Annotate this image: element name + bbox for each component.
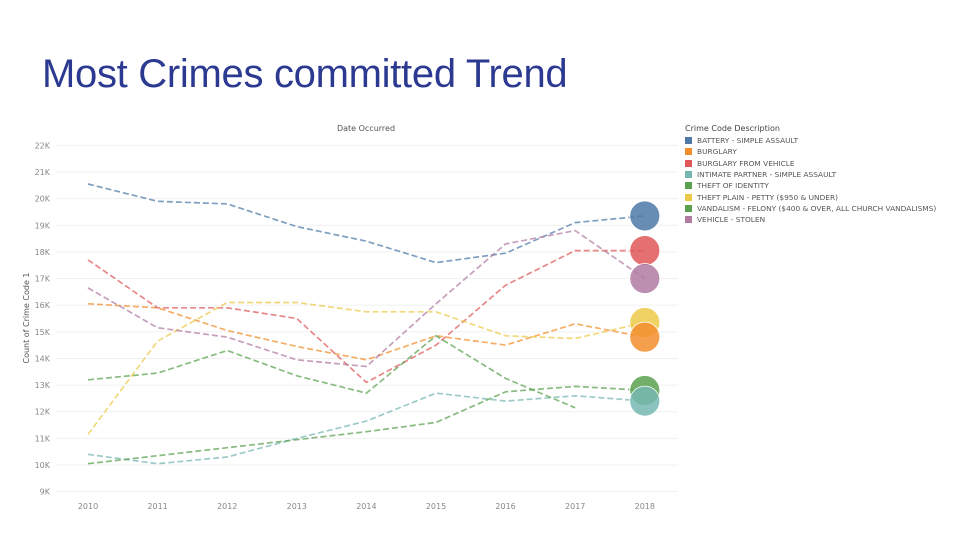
y-tick-label: 17K bbox=[35, 275, 51, 284]
series-line-3[interactable] bbox=[87, 249, 645, 384]
y-tick-label: 21K bbox=[35, 168, 51, 177]
legend-swatch bbox=[685, 182, 692, 190]
x-tick-label: 2012 bbox=[217, 502, 237, 511]
series-line-4[interactable] bbox=[87, 392, 645, 465]
legend-item[interactable]: BURGLARY FROM VEHICLE bbox=[685, 158, 936, 169]
y-tick-label: 15K bbox=[35, 328, 51, 337]
series-line-8[interactable] bbox=[87, 229, 646, 368]
y-tick-label: 16K bbox=[35, 301, 51, 310]
legend-item[interactable]: THEFT PLAIN - PETTY ($950 & UNDER) bbox=[685, 191, 936, 202]
y-tick-label: 11K bbox=[35, 434, 51, 443]
legend-item[interactable]: BATTERY - SIMPLE ASSAULT bbox=[685, 135, 936, 146]
endpoint-marker-7[interactable] bbox=[629, 385, 661, 417]
x-tick-label: 2016 bbox=[495, 502, 515, 511]
slide-title: Most Crimes committed Trend bbox=[42, 52, 568, 96]
endpoint-marker-5[interactable] bbox=[629, 321, 661, 353]
legend-label: INTIMATE PARTNER - SIMPLE ASSAULT bbox=[697, 170, 837, 180]
legend-items: BATTERY - SIMPLE ASSAULT BURGLARY BURGLARY… bbox=[685, 135, 936, 225]
legend-item[interactable]: VEHICLE - STOLEN bbox=[685, 214, 936, 225]
endpoint-marker-3[interactable] bbox=[629, 263, 661, 294]
legend-label: BURGLARY FROM VEHICLE bbox=[697, 158, 795, 168]
series-lines bbox=[87, 183, 646, 465]
legend-label: BURGLARY bbox=[697, 147, 737, 157]
legend-item[interactable]: INTIMATE PARTNER - SIMPLE ASSAULT bbox=[685, 169, 936, 180]
series-line-1[interactable] bbox=[87, 183, 645, 264]
legend-label: VANDALISM - FELONY ($400 & OVER, ALL CHU… bbox=[697, 203, 937, 213]
y-tick-label: 12K bbox=[35, 408, 51, 417]
x-tick-label: 2014 bbox=[356, 502, 376, 511]
y-tick-label: 22K bbox=[35, 141, 51, 150]
endpoint-marker-1[interactable] bbox=[629, 200, 661, 232]
legend-label: VEHICLE - STOLEN bbox=[697, 215, 766, 225]
x-tick-label: 2017 bbox=[565, 502, 585, 511]
y-tick-label: 14K bbox=[35, 354, 51, 363]
series-line-2[interactable] bbox=[87, 302, 645, 361]
x-tick-label: 2013 bbox=[287, 502, 307, 511]
x-tick-label: 2018 bbox=[635, 502, 655, 511]
legend-swatch bbox=[685, 204, 692, 212]
legend-title: Crime Code Description bbox=[685, 124, 780, 133]
y-tick-label: 18K bbox=[35, 248, 51, 257]
legend-swatch bbox=[685, 159, 692, 167]
legend-swatch bbox=[685, 216, 692, 224]
y-tick-label: 20K bbox=[35, 195, 51, 204]
gridlines bbox=[56, 144, 678, 493]
endpoint-markers bbox=[629, 200, 661, 417]
x-tick-label: 2015 bbox=[426, 502, 446, 511]
series-line-6[interactable] bbox=[87, 301, 645, 435]
series-line-5[interactable] bbox=[87, 385, 645, 465]
legend: Crime Code Description BATTERY - SIMPLE … bbox=[685, 124, 936, 225]
legend-swatch bbox=[685, 193, 692, 201]
legend-item[interactable]: THEFT OF IDENTITY bbox=[685, 180, 936, 191]
y-tick-label: 9K bbox=[40, 488, 51, 497]
legend-swatch bbox=[685, 148, 692, 156]
legend-label: THEFT PLAIN - PETTY ($950 & UNDER) bbox=[697, 192, 838, 202]
y-axis-ticks: 22K 21K 20K 19K 18K 17K 16K 15K 14K 13K 12K 11K 10K 9… bbox=[35, 141, 51, 496]
y-tick-label: 10K bbox=[35, 461, 51, 470]
legend-label: THEFT OF IDENTITY bbox=[697, 181, 769, 191]
chart-title: Date Occurred bbox=[337, 124, 395, 133]
legend-item[interactable]: VANDALISM - FELONY ($400 & OVER, ALL CHU… bbox=[685, 203, 936, 214]
y-axis-label: Count of Crime Code 1 bbox=[22, 272, 31, 363]
legend-swatch bbox=[685, 137, 692, 145]
legend-item[interactable]: BURGLARY bbox=[685, 146, 936, 157]
x-tick-label: 2010 bbox=[78, 502, 98, 511]
y-tick-label: 13K bbox=[35, 381, 51, 390]
x-axis-ticks: 2010 2011 2012 2013 2014 2015 2016 2017 2018 bbox=[78, 502, 655, 511]
series-line-7[interactable] bbox=[87, 334, 576, 409]
y-tick-label: 19K bbox=[35, 221, 51, 230]
endpoint-marker-2[interactable] bbox=[629, 235, 661, 266]
x-tick-label: 2011 bbox=[147, 502, 167, 511]
legend-label: BATTERY - SIMPLE ASSAULT bbox=[697, 136, 799, 146]
legend-swatch bbox=[685, 171, 692, 179]
